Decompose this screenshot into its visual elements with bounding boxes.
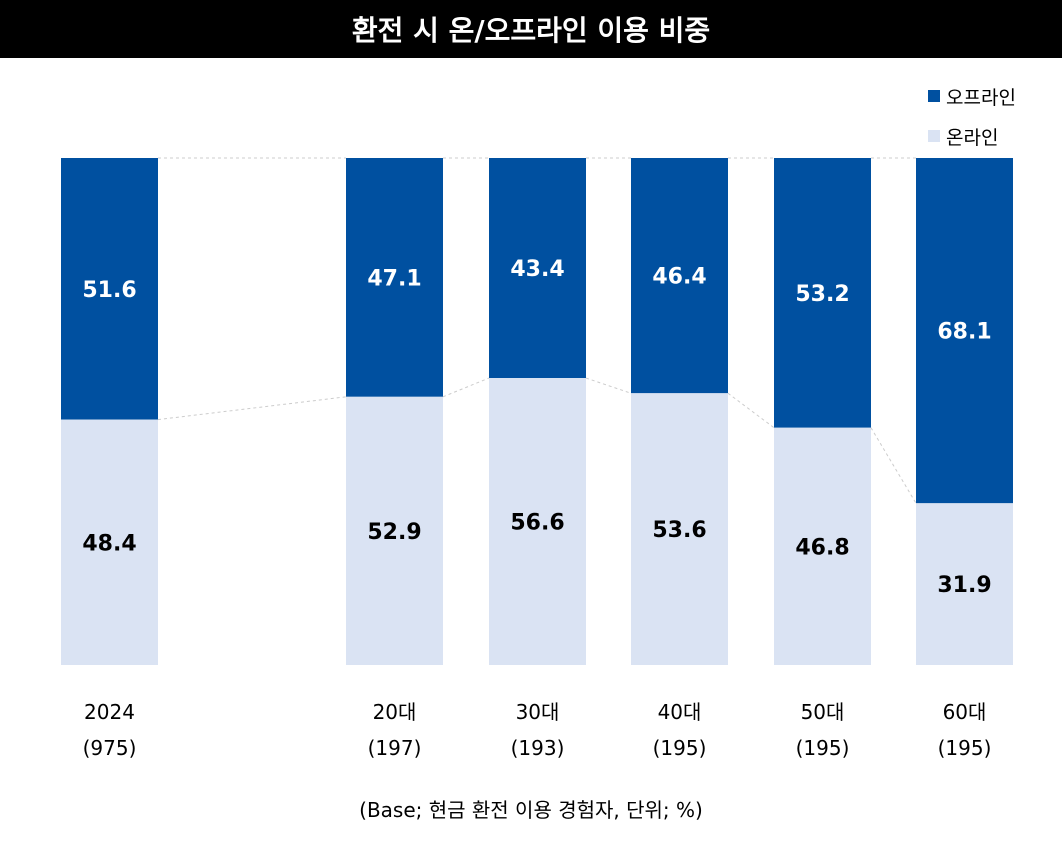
legend-swatch-online xyxy=(928,130,940,142)
x-tick-base-label: (193) xyxy=(511,736,565,760)
data-label-offline: 47.1 xyxy=(367,266,421,291)
bar-online xyxy=(916,503,1013,665)
bar-online xyxy=(489,378,586,665)
bar-offline xyxy=(61,158,158,420)
bar-offline xyxy=(774,158,871,428)
x-tick-base-label: (195) xyxy=(938,736,992,760)
x-tick-label: 30대 xyxy=(516,700,560,724)
data-label-offline: 53.2 xyxy=(795,282,849,307)
data-label-offline: 43.4 xyxy=(510,257,564,282)
legend-label-offline: 오프라인 xyxy=(946,86,1016,109)
legend-item-offline: 오프라인 xyxy=(928,76,1016,116)
connector-line-boundary xyxy=(442,377,490,398)
data-label-offline: 46.4 xyxy=(652,265,706,290)
connector-line-boundary xyxy=(585,377,632,394)
data-label-online: 46.8 xyxy=(795,535,849,560)
bar-offline xyxy=(346,158,443,397)
x-tick-base-label: (975) xyxy=(83,736,137,760)
footnote: (Base; 현금 환전 이용 경험자, 단위; %) xyxy=(359,798,703,822)
bar-offline xyxy=(916,158,1013,504)
bar-online xyxy=(61,419,158,665)
data-label-online: 31.9 xyxy=(937,573,991,598)
legend-item-online: 온라인 xyxy=(928,116,1016,156)
bar-offline xyxy=(489,158,586,379)
x-tick-label: 50대 xyxy=(801,700,845,724)
x-tick-base-label: (195) xyxy=(653,736,707,760)
connector-line-boundary xyxy=(157,396,347,421)
chart-title: 환전 시 온/오프라인 이용 비중 xyxy=(0,0,1062,58)
data-label-online: 48.4 xyxy=(82,531,136,556)
connector-line-boundary xyxy=(727,392,775,429)
x-tick-base-label: (197) xyxy=(368,736,422,760)
data-label-online: 56.6 xyxy=(510,511,564,536)
data-label-online: 52.9 xyxy=(367,520,421,545)
data-label-offline: 51.6 xyxy=(82,278,136,303)
x-tick-base-label: (195) xyxy=(796,736,850,760)
bar-online xyxy=(774,427,871,665)
data-label-online: 53.6 xyxy=(652,518,706,543)
bar-offline xyxy=(631,158,728,394)
x-tick-label: 20대 xyxy=(373,700,417,724)
data-label-offline: 68.1 xyxy=(937,320,991,345)
legend: 오프라인 온라인 xyxy=(928,76,1016,156)
connector-line-boundary xyxy=(870,427,917,504)
legend-label-online: 온라인 xyxy=(946,126,999,149)
bar-online xyxy=(346,396,443,665)
legend-swatch-offline xyxy=(928,90,940,102)
bar-online xyxy=(631,393,728,665)
x-tick-label: 40대 xyxy=(658,700,702,724)
x-tick-label: 60대 xyxy=(943,700,987,724)
x-tick-label: 2024 xyxy=(84,700,135,724)
